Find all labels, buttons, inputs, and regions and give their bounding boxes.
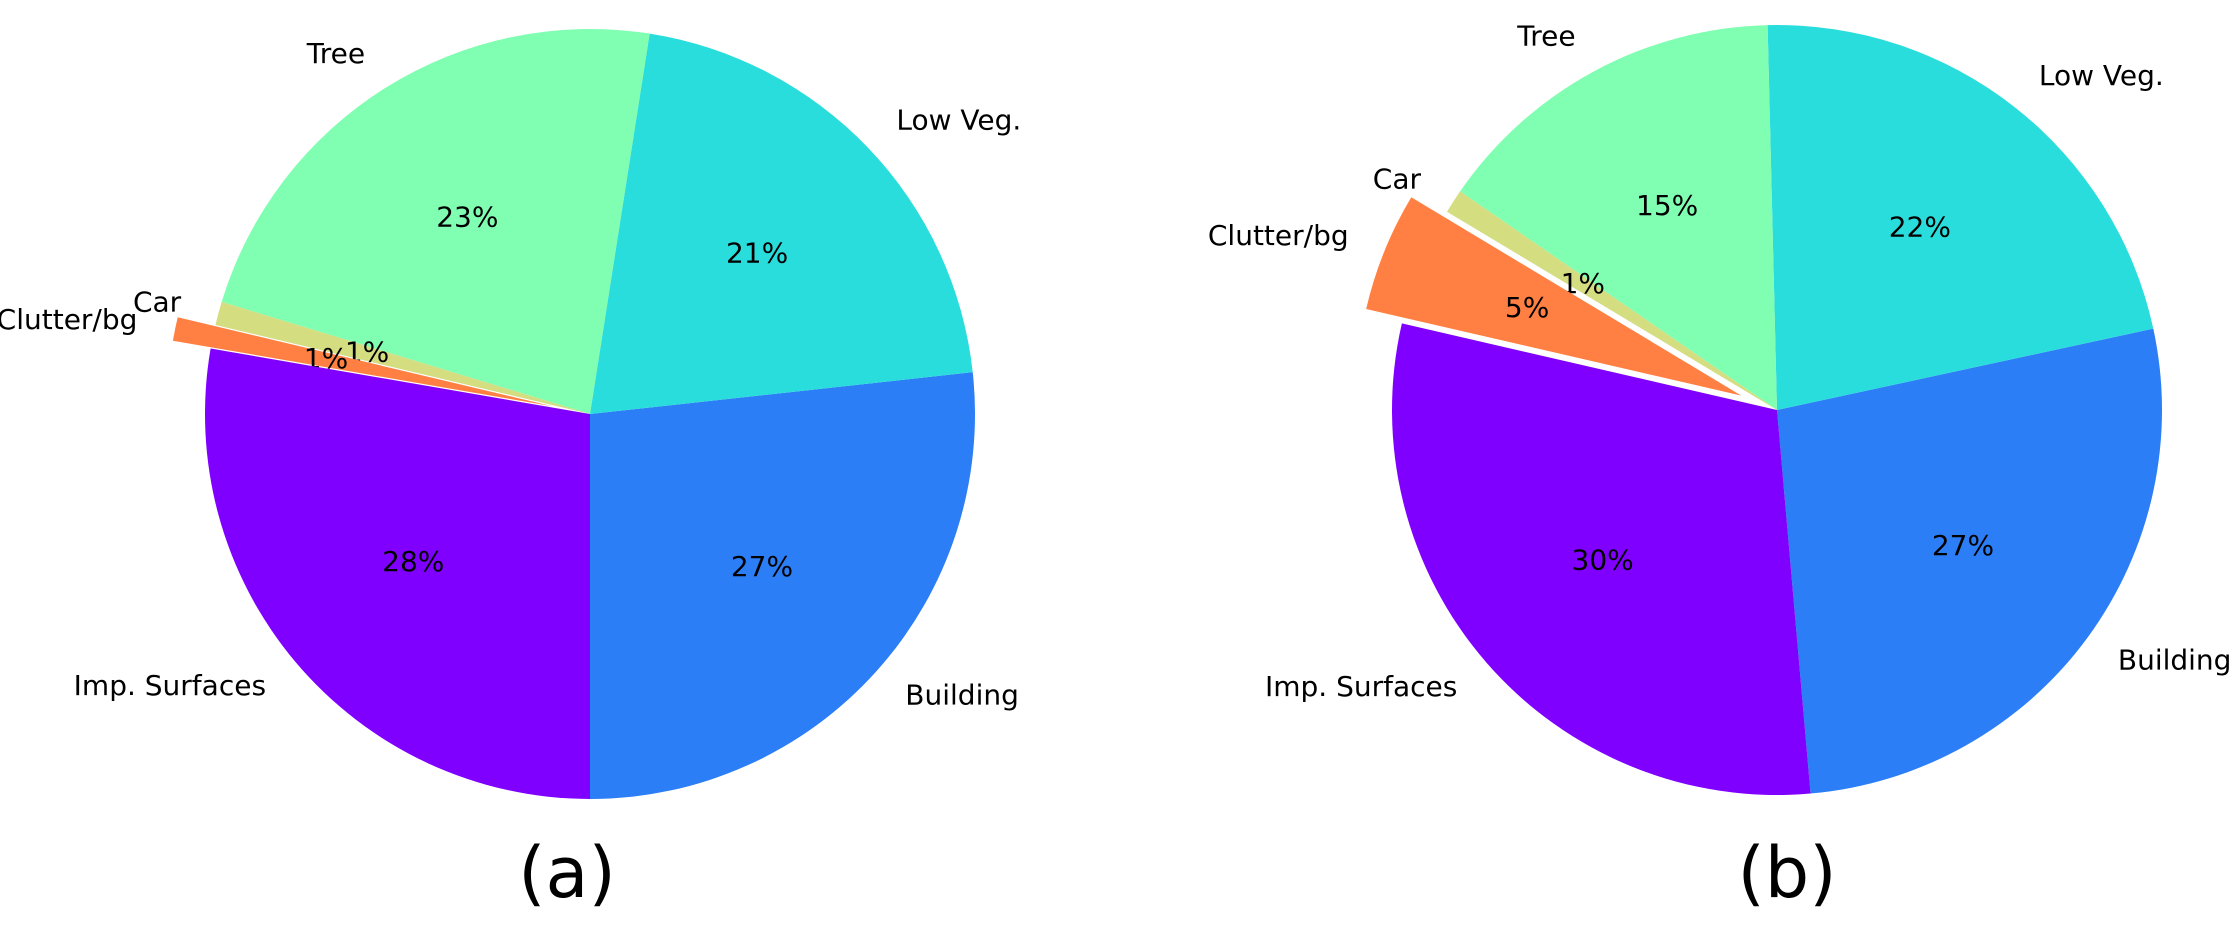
- chart-title: (a): [518, 832, 616, 914]
- slice-label: Imp. Surfaces: [74, 669, 266, 702]
- pie-slice: [1366, 197, 1742, 396]
- slice-label: Tree: [306, 37, 365, 70]
- pie-slice: [205, 348, 590, 799]
- percent-label: 23%: [436, 200, 498, 233]
- percent-label: 21%: [726, 237, 788, 270]
- slice-label: Clutter/bg: [1208, 219, 1349, 252]
- pie-slice: [1392, 323, 1811, 796]
- pie-slice: [172, 317, 553, 407]
- chart-title: (b): [1737, 832, 1836, 914]
- pie-slice: [590, 33, 973, 414]
- percent-label: 15%: [1636, 189, 1698, 222]
- pie-slice: [1767, 24, 2154, 411]
- pie-slice: [221, 29, 650, 415]
- pie-slice: [215, 301, 590, 414]
- pie-slice: [590, 372, 976, 799]
- percent-label: 27%: [1932, 529, 1994, 562]
- percent-label: 28%: [382, 545, 444, 578]
- pie-slice: [1446, 191, 1777, 410]
- slice-label: Clutter/bg: [0, 303, 137, 336]
- slice-label: Imp. Surfaces: [1265, 670, 1457, 703]
- percent-label: 5%: [1505, 291, 1549, 324]
- slice-label: Building: [2118, 643, 2232, 676]
- slice-label: Car: [133, 285, 182, 318]
- slice-label: Low Veg.: [896, 104, 1021, 137]
- percent-label: 27%: [731, 550, 793, 583]
- pie-slice: [1460, 25, 1777, 410]
- pie-slice: [1777, 328, 2162, 794]
- percent-label: 30%: [1572, 544, 1634, 577]
- slice-label: Car: [1373, 163, 1422, 196]
- slice-label: Low Veg.: [2039, 59, 2164, 92]
- slice-label: Tree: [1516, 19, 1575, 52]
- percent-label: 22%: [1889, 210, 1951, 243]
- slice-label: Building: [905, 679, 1019, 712]
